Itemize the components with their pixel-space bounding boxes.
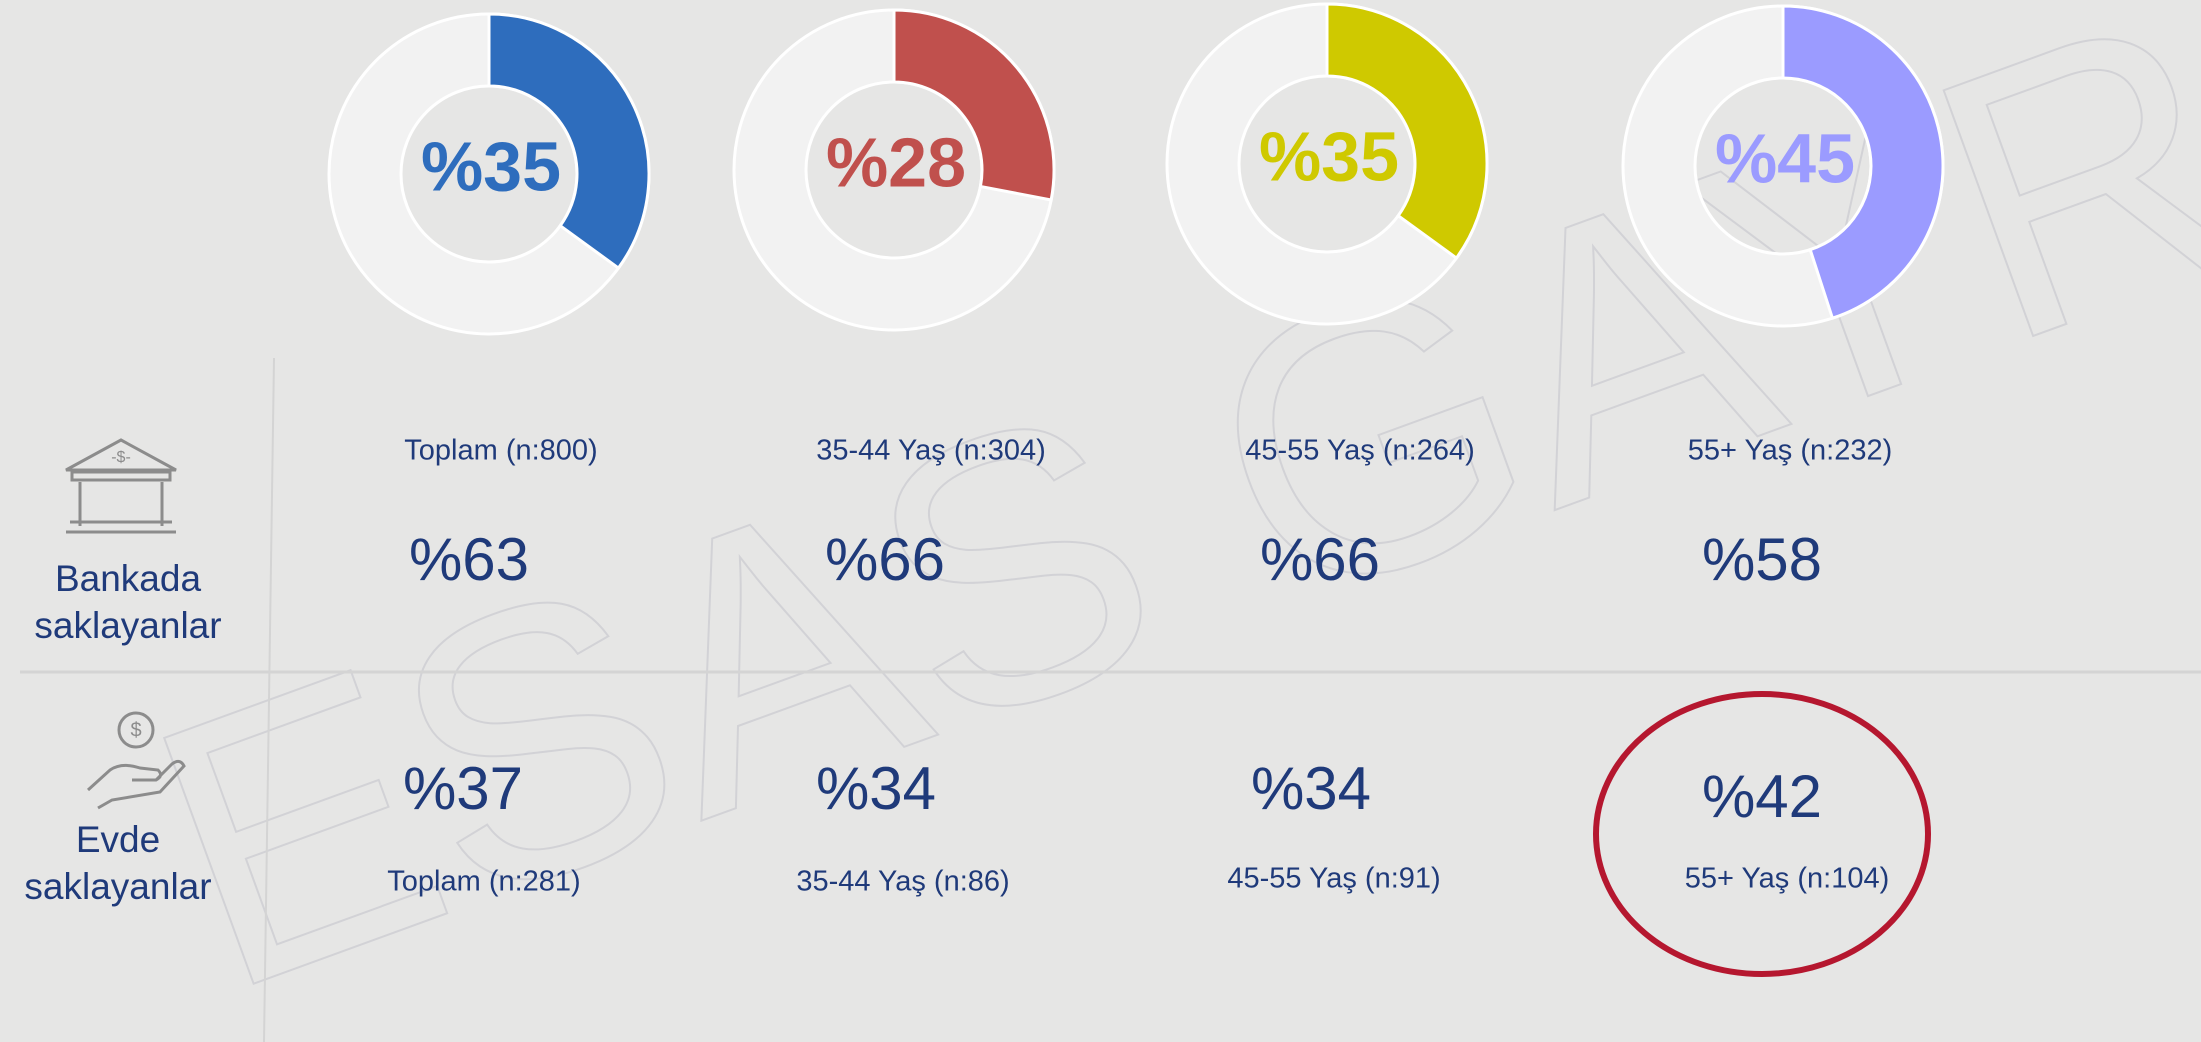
svg-text:$: $ [130, 719, 141, 741]
divider [263, 357, 275, 1042]
group-label: 35-44 Yaş (n:304) [816, 435, 1045, 467]
group-label: 45-55 Yaş (n:264) [1245, 435, 1474, 467]
share-value: %58 [1702, 526, 1822, 593]
share-value: %66 [1260, 526, 1380, 593]
share-value: %66 [825, 526, 945, 593]
group-label: 45-55 Yaş (n:91) [1227, 863, 1440, 895]
donut-label: %28 [826, 123, 966, 201]
group-label: 55+ Yaş (n:104) [1685, 863, 1890, 895]
donut-label: %45 [1715, 119, 1855, 197]
donut-segment [892, 8, 1056, 202]
row-label: Bankada saklayanlar [34, 558, 222, 646]
group-label: Toplam (n:281) [387, 866, 580, 898]
bank-icon: -$- [65, 438, 177, 534]
donut-label: %35 [1259, 117, 1399, 195]
share-value: %42 [1702, 763, 1822, 830]
hand-coin-icon: $ [86, 711, 186, 810]
share-value: %37 [403, 755, 523, 822]
svg-text:-$-: -$- [111, 449, 131, 466]
share-value: %34 [1251, 755, 1371, 822]
share-value: %34 [816, 755, 936, 822]
donut-segment [1781, 4, 1945, 321]
row-label: Evde saklayanlar [24, 819, 212, 907]
highlight-ellipse [1593, 691, 1931, 977]
donut-segment [1325, 2, 1489, 261]
donut-label: %35 [421, 127, 561, 205]
share-value: %63 [409, 526, 529, 593]
group-label: 35-44 Yaş (n:86) [796, 866, 1009, 898]
group-label: 55+ Yaş (n:232) [1688, 435, 1893, 467]
donut-segment [487, 12, 651, 271]
group-label: Toplam (n:800) [404, 435, 597, 467]
